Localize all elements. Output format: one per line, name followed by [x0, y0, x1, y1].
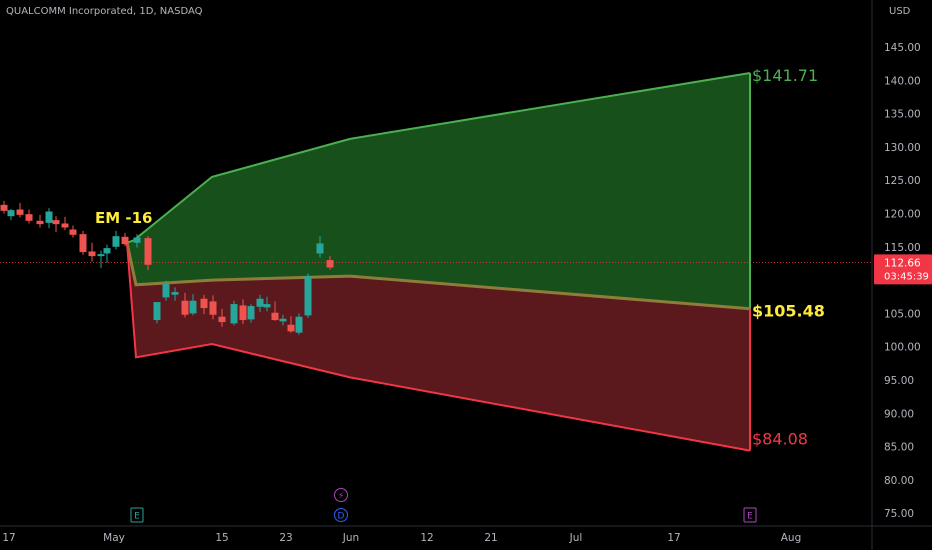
- event-marker-0: [130, 507, 144, 523]
- candle-body-6: [52, 220, 60, 225]
- candle-body-2: [16, 209, 24, 215]
- candle-body-33: [295, 316, 303, 333]
- candle-body-27: [247, 306, 255, 320]
- candle-body-17: [153, 302, 161, 321]
- candle-body-3: [25, 214, 33, 221]
- candle-body-11: [97, 254, 105, 257]
- price-tick-145: 145.00: [884, 42, 921, 54]
- price-tick-125: 125.00: [884, 175, 921, 187]
- mid-band-line: [125, 242, 751, 311]
- event-marker-label-0: E: [134, 512, 140, 522]
- current-price-badge: [874, 254, 932, 285]
- time-tick-4: Jun: [342, 532, 359, 544]
- time-tick-5: 12: [420, 532, 433, 544]
- time-tick-0: 17: [2, 532, 15, 544]
- band-label-0: $141.71: [752, 66, 818, 85]
- candle-body-9: [79, 234, 87, 253]
- time-tick-3: 23: [279, 532, 292, 544]
- candle-body-35: [316, 243, 324, 254]
- candle-body-13: [112, 236, 120, 247]
- event-marker-2: [334, 508, 348, 522]
- lower-band-line: [126, 242, 751, 452]
- price-tick-100: 100.00: [884, 342, 921, 354]
- candle-body-7: [61, 223, 69, 228]
- time-tick-7: Jul: [569, 532, 583, 544]
- band-label-1: $105.48: [752, 302, 825, 321]
- event-marker-3: [743, 507, 757, 523]
- candle-body-4: [36, 220, 44, 225]
- candle-body-15: [133, 237, 141, 243]
- candle-body-25: [230, 304, 238, 324]
- candle-body-23: [209, 301, 217, 315]
- event-marker-label-1: ⚡: [338, 492, 344, 502]
- price-tick-120: 120.00: [884, 209, 921, 221]
- lower-band-fill: [127, 242, 750, 451]
- candle-body-22: [200, 298, 208, 309]
- price-tick-130: 130.00: [884, 142, 921, 154]
- price-tick-95: 95.00: [884, 375, 914, 387]
- em-label: EM -16: [95, 209, 153, 227]
- band-label-2: $84.08: [752, 430, 808, 449]
- time-tick-9: Aug: [781, 532, 802, 544]
- candle-body-24: [218, 316, 226, 323]
- time-tick-1: May: [103, 532, 125, 544]
- time-tick-6: 21: [484, 532, 497, 544]
- price-tick-80: 80.00: [884, 475, 914, 487]
- candle-body-31: [279, 318, 287, 322]
- event-marker-label-3: E: [747, 512, 753, 522]
- candle-body-14: [121, 236, 129, 245]
- price-tick-115: 115.00: [884, 242, 921, 254]
- currency-label: USD: [889, 6, 911, 17]
- candle-body-29: [263, 304, 271, 308]
- price-tick-105: 105.00: [884, 308, 921, 320]
- candle-body-36: [326, 260, 334, 268]
- candle-body-32: [287, 324, 295, 332]
- candle-body-20: [181, 300, 189, 315]
- candle-body-26: [239, 305, 247, 321]
- candle-body-5: [45, 211, 53, 223]
- candle-body-0: [0, 204, 8, 211]
- candle-body-8: [69, 229, 77, 235]
- price-tick-140: 140.00: [884, 75, 921, 87]
- candle-body-12: [103, 248, 111, 254]
- candle-body-1: [7, 210, 15, 217]
- time-tick-2: 15: [215, 532, 228, 544]
- event-marker-label-2: D: [338, 512, 345, 522]
- candle-body-30: [271, 312, 279, 321]
- time-tick-8: 17: [667, 532, 680, 544]
- candle-body-21: [189, 300, 197, 314]
- price-tick-75: 75.00: [884, 508, 914, 520]
- upper-band-fill: [127, 72, 750, 309]
- candle-body-28: [256, 298, 264, 307]
- symbol-title: QUALCOMM Incorporated, 1D, NASDAQ: [6, 6, 203, 17]
- price-tick-90: 90.00: [884, 408, 914, 420]
- candle-body-16: [144, 238, 152, 265]
- candle-body-10: [88, 251, 96, 257]
- price-tick-85: 85.00: [884, 442, 914, 454]
- current-price-countdown: 03:45:39: [884, 271, 929, 282]
- upper-band-line: [126, 71, 751, 244]
- price-tick-135: 135.00: [884, 109, 921, 121]
- candle-body-19: [171, 292, 179, 295]
- current-price-value: 112.66: [884, 257, 921, 269]
- candle-body-34: [304, 276, 312, 316]
- event-marker-1: [334, 488, 348, 502]
- candle-body-18: [162, 284, 170, 298]
